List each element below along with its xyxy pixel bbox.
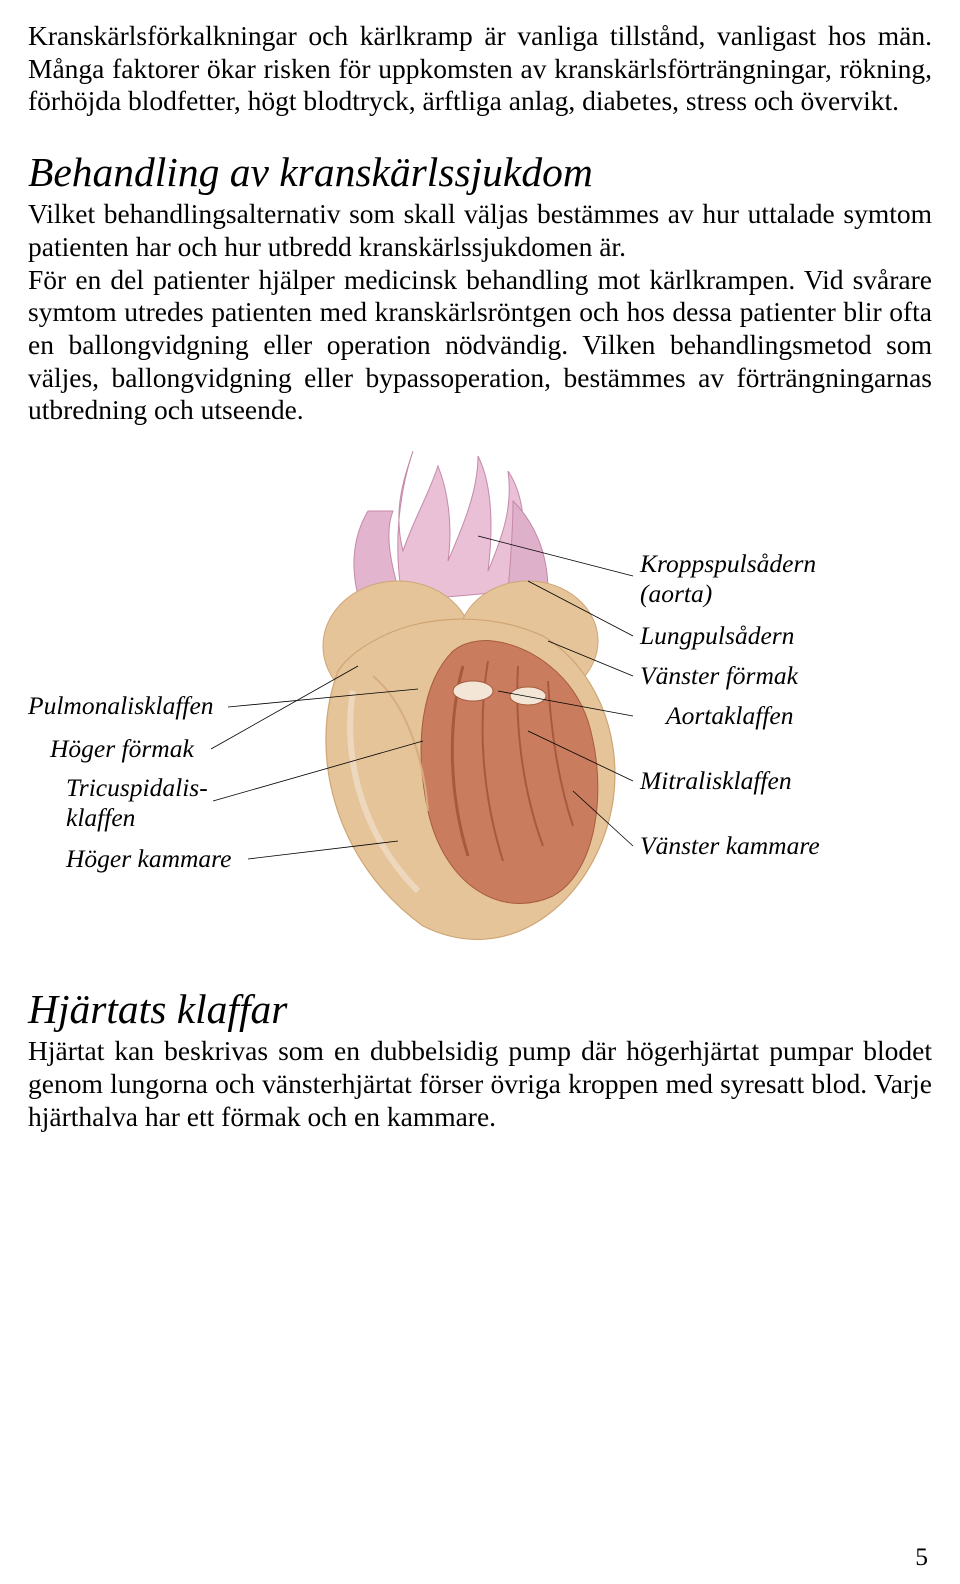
label-hoger-kammare: Höger kammare [66,844,231,873]
label-vanster-formak: Vänster förmak [640,661,798,690]
label-kroppspulsadern: Kroppspulsådern (aorta) [640,549,816,608]
label-tricuspidalisklaffen: Tricuspidalis- klaffen [66,773,208,832]
heart-diagram: Pulmonalisklaffen Höger förmak Tricuspid… [28,441,932,971]
label-vanster-kammare: Vänster kammare [640,831,820,860]
label-pulmonalisklaffen: Pulmonalisklaffen [28,691,214,720]
section1-p1: Vilket behandlingsalternativ som skall v… [28,198,932,263]
label-hoger-formak: Höger förmak [50,734,194,763]
label-mitralisklaffen: Mitralisklaffen [640,766,792,795]
label-lungpulsadern: Lungpulsådern [640,621,794,650]
page-number: 5 [915,1542,928,1572]
section1-heading: Behandling av kranskärlssjukdom [28,148,932,196]
section1-p2: För en del patienter hjälper medicinsk b… [28,264,932,428]
label-aortaklaffen: Aortaklaffen [666,701,793,730]
intro-paragraph: Kranskärlsförkalkningar och kärlkramp är… [28,20,932,118]
section2-p1: Hjärtat kan beskrivas som en dubbelsidig… [28,1035,932,1133]
section2-heading: Hjärtats klaffar [28,985,932,1033]
